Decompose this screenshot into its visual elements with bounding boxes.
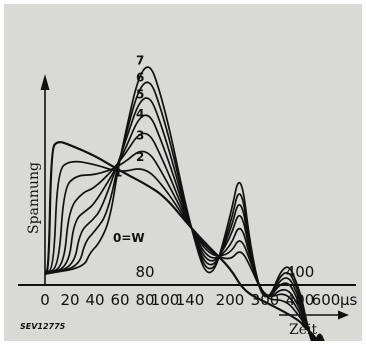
x-tick-label: 0	[40, 291, 50, 309]
in-plot-label: 80	[135, 263, 154, 281]
figure-scan: Spannung Zeit SEV12775 0 20 40 60 80 100 140 20…	[4, 4, 362, 341]
in-plot-label: 400	[286, 263, 315, 281]
curve-1	[44, 160, 320, 341]
x-unit-label: µs	[340, 291, 358, 309]
curve-label: 3	[136, 129, 144, 143]
x-tick-label: 60	[110, 291, 129, 309]
curve-label: 5	[136, 88, 144, 102]
curve-7	[44, 66, 325, 341]
curve-label: 0=W	[113, 231, 145, 245]
y-axis-title: Spannung	[26, 162, 42, 234]
figure-code: SEV12775	[20, 322, 66, 331]
x-tick-label: 200	[216, 291, 245, 309]
curve-label: 2	[136, 150, 144, 164]
x-tick-label: 140	[176, 291, 205, 309]
x-tick-label: 600	[312, 291, 341, 309]
x-tick-label: 300	[251, 291, 280, 309]
curve-3	[44, 132, 323, 341]
y-axis-arrowhead	[40, 74, 50, 90]
curve-labels-group: 0=W 12 3 4 5 6 7	[113, 53, 145, 245]
x-tick-label: 80	[135, 291, 154, 309]
curve-label: 4	[136, 107, 144, 121]
curve-label: 6	[136, 70, 144, 84]
x-tick-label: 20	[60, 291, 79, 309]
x-tick-label: 100	[151, 291, 180, 309]
curves-group	[44, 66, 325, 341]
x-tick-label: 40	[85, 291, 104, 309]
curve-label: 1	[114, 166, 122, 180]
x-tick-label: 400	[286, 291, 315, 309]
curve-label: 7	[136, 53, 144, 67]
x-axis-arrowhead	[338, 310, 349, 320]
